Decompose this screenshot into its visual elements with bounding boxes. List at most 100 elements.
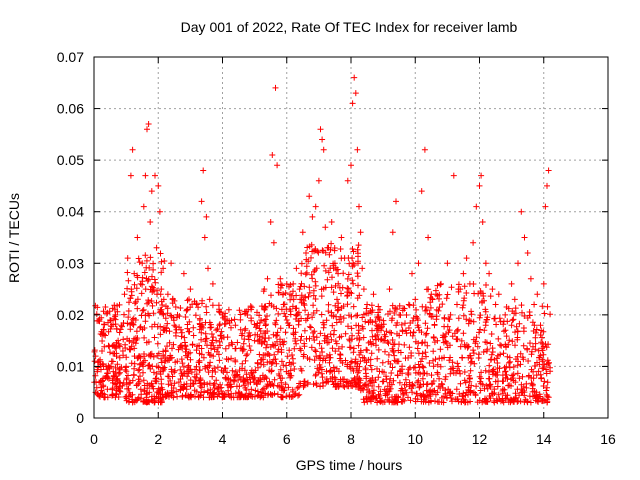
data-point — [436, 375, 443, 382]
data-point — [464, 344, 471, 351]
data-point — [370, 387, 377, 394]
data-point — [535, 368, 542, 375]
data-point — [267, 391, 274, 398]
y-axis-label: ROTI / TECUs — [6, 193, 22, 283]
data-point — [277, 325, 284, 332]
data-point — [140, 306, 147, 313]
data-point — [402, 355, 409, 362]
data-point — [94, 368, 101, 375]
data-point — [96, 392, 102, 399]
data-point — [374, 399, 381, 406]
data-point — [367, 362, 374, 369]
data-point — [431, 322, 438, 329]
data-point — [124, 385, 131, 392]
data-point — [388, 317, 395, 324]
data-point — [540, 280, 547, 287]
data-point — [537, 332, 544, 338]
data-point — [527, 340, 533, 347]
data-point — [246, 390, 253, 397]
data-point — [256, 325, 263, 332]
data-point — [300, 353, 307, 360]
data-point — [528, 380, 535, 387]
data-point — [457, 370, 464, 377]
data-point — [227, 381, 234, 388]
data-point — [344, 177, 351, 184]
data-point — [326, 251, 333, 258]
data-point — [439, 381, 446, 388]
data-point — [150, 310, 157, 317]
data-point — [349, 332, 356, 339]
data-point — [180, 270, 187, 277]
data-point — [375, 303, 382, 310]
data-point — [501, 328, 507, 335]
data-point — [422, 307, 429, 314]
data-point — [116, 354, 123, 361]
data-point — [436, 399, 443, 405]
data-point — [421, 146, 428, 153]
data-point — [512, 329, 518, 336]
data-point — [310, 310, 317, 316]
data-point — [507, 397, 514, 404]
data-point — [359, 323, 366, 330]
data-point — [158, 269, 165, 276]
data-point — [273, 360, 280, 367]
data-point — [213, 327, 220, 334]
data-point — [251, 374, 258, 381]
data-point — [468, 358, 475, 365]
data-point — [172, 323, 179, 330]
data-point — [214, 326, 221, 332]
data-point — [309, 275, 316, 282]
data-point — [124, 255, 131, 262]
data-point — [389, 394, 395, 401]
data-point — [207, 359, 214, 366]
data-point — [483, 316, 490, 323]
data-point — [331, 327, 338, 334]
data-point — [126, 337, 133, 344]
data-point — [403, 389, 410, 396]
data-point — [206, 394, 213, 401]
data-point — [260, 385, 267, 392]
data-point — [198, 336, 205, 343]
data-point — [379, 368, 386, 375]
data-point — [530, 343, 536, 350]
data-point — [210, 382, 217, 389]
data-point — [287, 291, 293, 298]
data-point — [183, 307, 190, 314]
data-point — [353, 384, 359, 390]
data-point — [312, 267, 318, 273]
data-point — [317, 330, 324, 337]
data-point — [181, 334, 188, 341]
data-point — [133, 328, 140, 335]
data-point — [168, 260, 175, 267]
data-point — [387, 360, 394, 367]
data-point — [246, 329, 253, 336]
data-point — [175, 346, 182, 353]
data-point — [251, 337, 258, 344]
data-point — [157, 331, 164, 338]
data-point — [98, 314, 105, 321]
data-point — [141, 334, 148, 341]
data-point — [493, 321, 500, 328]
data-point — [164, 305, 171, 312]
data-point — [387, 329, 393, 336]
data-point — [217, 332, 224, 339]
x-tick-label: 8 — [347, 431, 355, 447]
data-point — [505, 382, 512, 389]
data-point — [214, 364, 221, 371]
data-point — [479, 298, 486, 305]
data-point — [293, 265, 300, 272]
data-point — [254, 381, 261, 388]
data-point — [419, 350, 426, 357]
data-point — [282, 329, 289, 336]
data-point — [446, 357, 453, 364]
data-point — [401, 341, 408, 348]
data-point — [434, 337, 441, 344]
data-point — [202, 319, 209, 326]
data-point — [340, 315, 347, 322]
data-point — [121, 311, 127, 318]
data-point — [420, 364, 427, 371]
data-point — [299, 229, 306, 236]
data-point — [186, 318, 193, 325]
data-point — [459, 393, 466, 400]
data-point — [512, 342, 518, 349]
